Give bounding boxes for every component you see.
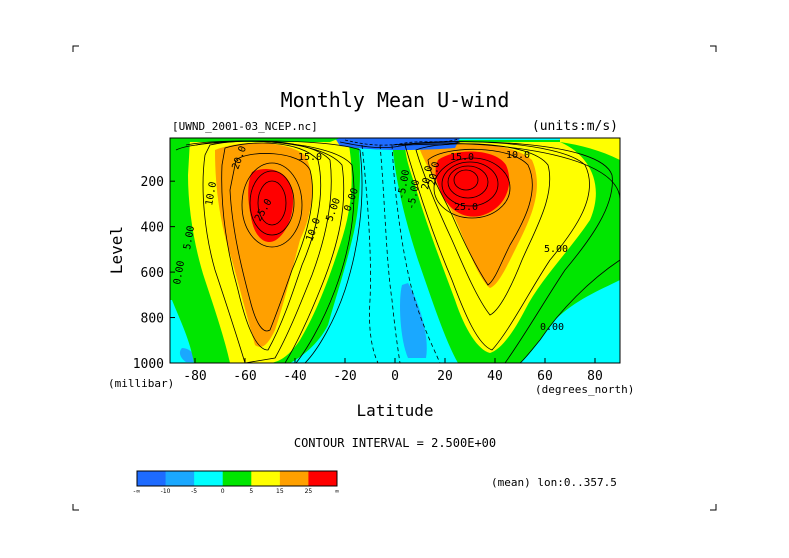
y-tick-label: 800: [141, 312, 164, 327]
colorbar-swatch: [222, 471, 252, 486]
colorbar-tick-label: -10: [161, 488, 171, 495]
x-tick-label: -60: [233, 369, 256, 384]
x-tick-label: 0: [391, 369, 399, 384]
north-jet-core: [435, 151, 510, 217]
y-tick-label: 1000: [133, 357, 164, 372]
x-axis-title: Latitude: [356, 401, 433, 420]
x-tick-label: -80: [183, 369, 206, 384]
contour-label: -5.00: [406, 179, 422, 211]
colorbar-swatch: [137, 471, 167, 486]
colorbar-tick-label: 25: [305, 488, 313, 495]
crop-marks: [72, 45, 717, 511]
x-tick-label: 20: [437, 369, 453, 384]
source-label: [UWND_2001-03_NCEP.nc]: [172, 120, 318, 133]
y-tick-label: 400: [141, 221, 164, 236]
contour-label: 25.0: [454, 202, 478, 213]
contour-label: 0.00: [540, 322, 564, 333]
mean-label: (mean) lon:0..357.5: [491, 476, 617, 489]
colorbar-frame: [136, 470, 338, 487]
contour-label: 15.0: [450, 152, 474, 163]
units-label: (units:m/s): [532, 119, 618, 134]
colorbar-tick-label: 15: [276, 488, 284, 495]
contour-label: 20.0: [420, 165, 435, 191]
x-tick-label: 60: [537, 369, 553, 384]
colorbar-swatch: [279, 471, 309, 486]
colorbar-tick-label: 0: [221, 488, 225, 495]
colorbar-swatch: [251, 471, 281, 486]
contour-label: 0.00: [172, 260, 187, 286]
contour-label: 10.0: [204, 181, 219, 207]
contour-label: 15.0: [298, 152, 322, 163]
y-tick-label: 200: [141, 175, 164, 190]
contour-label: -5.00: [396, 169, 412, 201]
contour-lines: [175, 138, 620, 363]
x-tick-label: 80: [587, 369, 603, 384]
x-tick-label: -20: [333, 369, 356, 384]
contour-interval-label: CONTOUR INTERVAL = 2.500E+00: [294, 436, 496, 450]
colorbar-tick-label: -5: [191, 488, 197, 495]
x-axis: -80 -60 -40 -20 0 20 40 60 80: [183, 358, 603, 384]
contour-label: 20.0: [427, 161, 442, 187]
colorbar-swatch: [194, 471, 224, 486]
colorbar-swatch: [165, 471, 195, 486]
colorbar-tick-label: ∞: [335, 488, 340, 495]
negative-pocket: [400, 283, 427, 358]
y-axis: 200 400 600 800 1000: [133, 175, 175, 372]
y-axis-title: Level: [107, 226, 126, 274]
contour-label: 10.0: [506, 150, 530, 161]
y-unit-label: (millibar): [108, 377, 174, 390]
x-unit-label: (degrees_north): [535, 383, 634, 396]
chart-title: Monthly Mean U-wind: [281, 88, 510, 112]
colorbar-tick-label: 5: [249, 488, 253, 495]
x-tick-label: 40: [487, 369, 503, 384]
x-tick-label: -40: [283, 369, 306, 384]
colorbar: -∞ -10 -5 0 5 15 25 ∞: [133, 470, 340, 495]
y-tick-label: 600: [141, 266, 164, 281]
contour-label: 5.00: [182, 225, 197, 251]
colorbar-swatch: [308, 471, 338, 486]
contour-label: 5.00: [544, 244, 568, 255]
colorbar-tick-label: -∞: [133, 488, 140, 495]
